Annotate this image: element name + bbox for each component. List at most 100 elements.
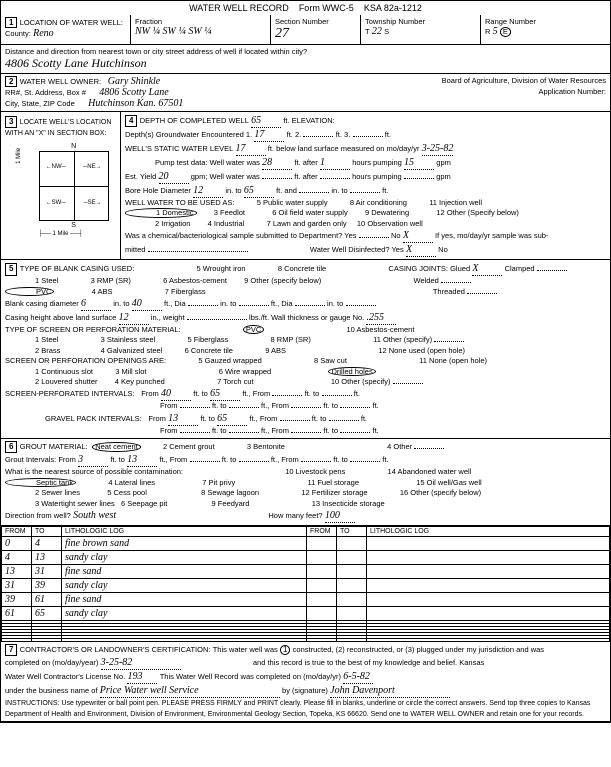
bore-and bbox=[299, 192, 329, 193]
gravel-to-label: ft. to bbox=[200, 414, 215, 423]
gravel-to-label2: ft. to bbox=[312, 414, 327, 423]
s1: 1 Steel bbox=[5, 335, 58, 344]
perf-from4 bbox=[291, 407, 321, 408]
blank-ft2: ft., Dia bbox=[271, 299, 293, 308]
use6: 6 Oil field water supply bbox=[272, 208, 347, 217]
chem-mitted: mitted bbox=[125, 245, 145, 254]
est-gpm bbox=[404, 178, 434, 179]
gravel-from-label: From bbox=[148, 414, 166, 423]
p12: 12 Fertilizer storage bbox=[301, 488, 367, 497]
cell-log2 bbox=[367, 537, 610, 551]
threaded-val bbox=[467, 293, 497, 294]
use3: 3 Feedlot bbox=[214, 208, 245, 217]
c1: 1 Steel bbox=[5, 276, 58, 285]
s10: 10 Asbestos-cement bbox=[346, 325, 414, 334]
disinfect-no: No bbox=[438, 245, 448, 254]
owner-label: WATER WELL OWNER: bbox=[20, 77, 101, 86]
gi-from3 bbox=[301, 461, 331, 462]
cell-from: 31 bbox=[2, 579, 32, 593]
section-box[interactable]: NS ←NW──NE→ ←SW──SE→ bbox=[39, 151, 109, 221]
est-after: gpm; Well water was bbox=[191, 172, 260, 181]
th-from2: FROM bbox=[307, 527, 337, 537]
bore-depth: 65 bbox=[244, 184, 274, 198]
section-1-row: 1 LOCATION OF WATER WELL: County: Reno F… bbox=[1, 15, 610, 45]
gravel-to-label3: ft. to bbox=[212, 426, 227, 435]
static-label: WELL'S STATIC WATER LEVEL bbox=[125, 144, 233, 153]
distance-label: Distance and direction from nearest town… bbox=[5, 47, 307, 56]
table-row: 1331fine sand bbox=[2, 565, 610, 579]
range-value: 5 bbox=[493, 26, 498, 37]
cell-log: fine sand bbox=[62, 565, 307, 579]
section-5-row: 5 TYPE OF BLANK CASING USED: 5 Wrought i… bbox=[1, 260, 610, 439]
gpm2: gpm bbox=[436, 172, 451, 181]
cell-to: 65 bbox=[32, 607, 62, 621]
section-label: Section Number bbox=[275, 17, 329, 26]
g4: 4 Other bbox=[387, 442, 412, 451]
chem-after: If yes, mo/day/yr sample was sub- bbox=[435, 231, 548, 240]
c5: 5 Wrought iron bbox=[197, 264, 246, 273]
cell-to2 bbox=[337, 537, 367, 551]
th-litho2: LITHOLOGIC LOG bbox=[367, 527, 610, 537]
perf-to2 bbox=[322, 395, 352, 396]
blank-to: in. to bbox=[113, 299, 129, 308]
perf-label: SCREEN-PERFORATED INTERVALS: bbox=[5, 389, 135, 398]
instructions: INSTRUCTIONS: Use typewriter or ball poi… bbox=[5, 700, 590, 717]
board-label: Board of Agriculture, Division of Water … bbox=[442, 76, 606, 85]
lic-label: Water Well Contractor's License No. bbox=[5, 672, 125, 681]
p8: 8 Sewage lagoon bbox=[201, 488, 259, 497]
c3: 3 RMP (SR) bbox=[91, 276, 131, 285]
section-7-num: 7 bbox=[5, 644, 17, 656]
c4: 4 ABS bbox=[92, 287, 113, 296]
cell-to: 61 bbox=[32, 593, 62, 607]
gravel-from2 bbox=[280, 420, 310, 421]
section-3-num: 3 bbox=[5, 116, 17, 128]
use12: 12 Other (Specify below) bbox=[436, 208, 519, 217]
sig-value: John Davenport bbox=[330, 684, 450, 698]
chem-label: Was a chemical/bacteriological sample su… bbox=[125, 231, 357, 240]
lic-value: 193 bbox=[127, 670, 157, 684]
range-e: E bbox=[500, 27, 511, 37]
s5: 5 Fiberglass bbox=[187, 335, 228, 344]
o2: 2 Louvered shutter bbox=[5, 377, 98, 386]
joints-clamped: Clamped bbox=[505, 264, 535, 273]
cell-from2 bbox=[307, 537, 337, 551]
th-to2: TO bbox=[337, 527, 367, 537]
depth-value: 65 bbox=[251, 114, 281, 128]
o4: 4 Key punched bbox=[115, 377, 165, 386]
p4: 4 Lateral lines bbox=[108, 478, 155, 487]
table-row: 04fine brown sand bbox=[2, 537, 610, 551]
perf-from-label2: From bbox=[160, 401, 178, 410]
form-number: Form WWC-5 bbox=[299, 3, 354, 13]
rr-value: 4806 Scotty Lane bbox=[99, 87, 168, 98]
gw-d3-label: ft. 3. bbox=[336, 130, 351, 139]
app-label: Application Number: bbox=[538, 87, 606, 96]
cell-log2 bbox=[367, 607, 610, 621]
table-row: 3961fine sand bbox=[2, 593, 610, 607]
use1: 1 Domestic bbox=[125, 208, 197, 218]
o8: 8 Saw cut bbox=[314, 356, 347, 365]
s4: 4 Galvanized steel bbox=[101, 346, 163, 355]
p9: 9 Feedyard bbox=[212, 499, 250, 508]
gw-d1: 17 bbox=[254, 128, 284, 142]
s8: 8 RMP (SR) bbox=[271, 335, 311, 344]
cell-to: 39 bbox=[32, 579, 62, 593]
gravel-ft: ft. bbox=[361, 414, 367, 423]
contam-label: What is the nearest source of possible c… bbox=[5, 467, 183, 476]
use-label: WELL WATER TO BE USED AS: bbox=[125, 198, 234, 207]
perf-from3 bbox=[180, 407, 210, 408]
joints-label: CASING JOINTS: Glued bbox=[388, 264, 470, 273]
static-date: 3-25-82 bbox=[422, 142, 454, 156]
p3: 3 Watertight sewer lines bbox=[5, 499, 115, 508]
gravel-from-label2: From bbox=[160, 426, 178, 435]
form-page: WATER WELL RECORD Form WWC-5 KSA 82a-121… bbox=[0, 0, 611, 723]
joints-x: X bbox=[472, 262, 502, 276]
c8: 8 Concrete tile bbox=[278, 264, 326, 273]
perf-ft-from2: ft., From bbox=[261, 401, 289, 410]
cell-log: sandy clay bbox=[62, 607, 307, 621]
c9: 9 Other (specify below) bbox=[244, 276, 321, 285]
location-label: LOCATION OF WATER WELL: bbox=[20, 18, 123, 27]
comp-label: completed on (mo/day/year) bbox=[5, 658, 98, 667]
rr-label: RR#, St. Address, Box # bbox=[5, 88, 86, 97]
bus-value: Price Water well Service bbox=[100, 684, 280, 698]
o5: 5 Gauzed wrapped bbox=[198, 356, 261, 365]
